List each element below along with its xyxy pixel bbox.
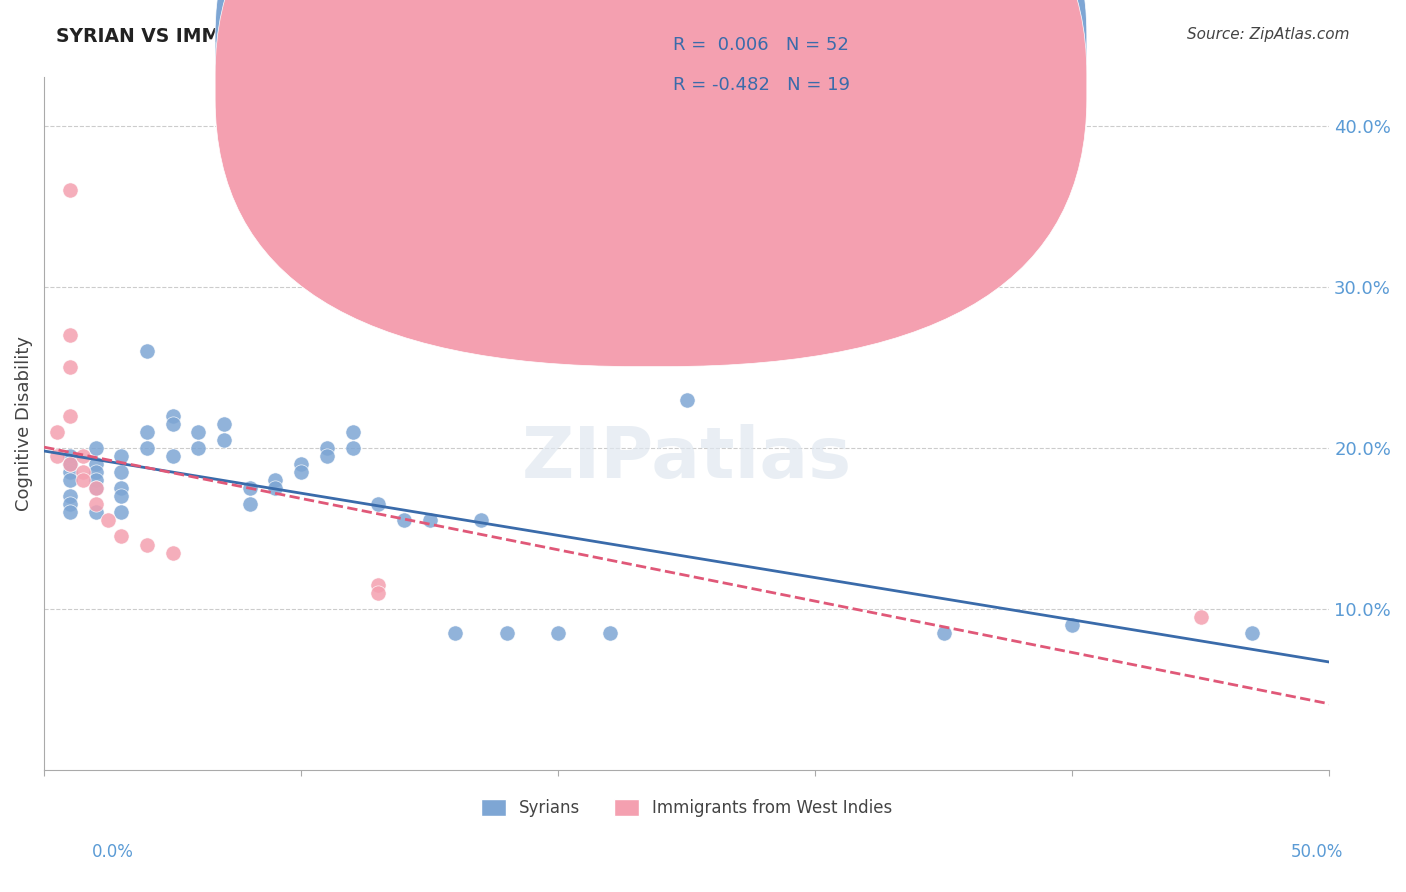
Point [84,473,107,487]
Point [239,481,262,495]
Point [315,441,337,455]
Point [59,505,82,519]
Text: 0.0%: 0.0% [91,843,134,861]
Point [59,457,82,471]
Point [84,481,107,495]
Point [97,513,120,527]
Text: R =  0.006   N = 52: R = 0.006 N = 52 [673,37,849,54]
Text: Source: ZipAtlas.com: Source: ZipAtlas.com [1187,27,1350,42]
Point [1189,610,1212,624]
Point [187,441,209,455]
Point [367,586,389,600]
Point [1062,618,1084,632]
Point [599,626,621,640]
Point [135,441,157,455]
Point [59,328,82,343]
Point [59,489,82,503]
Point [110,505,132,519]
Point [84,481,107,495]
Point [84,441,107,455]
Legend: Syrians, Immigrants from West Indies: Syrians, Immigrants from West Indies [474,792,898,824]
Point [59,473,82,487]
Point [162,545,184,559]
Y-axis label: Cognitive Disability: Cognitive Disability [15,336,32,511]
Point [84,465,107,479]
Point [46,425,69,439]
Text: ZIPatlas: ZIPatlas [522,424,852,493]
Point [547,626,569,640]
Point [59,497,82,511]
Point [46,449,69,463]
Point [342,425,364,439]
Point [59,457,82,471]
Point [419,513,441,527]
Point [187,425,209,439]
Point [264,481,287,495]
Point [72,449,94,463]
Text: SYRIAN VS IMMIGRANTS FROM WEST INDIES COGNITIVE DISABILITY CORRELATION CHART: SYRIAN VS IMMIGRANTS FROM WEST INDIES CO… [56,27,1004,45]
Point [110,529,132,543]
Point [162,409,184,423]
Point [495,626,517,640]
Point [392,513,415,527]
Point [110,465,132,479]
Point [110,489,132,503]
Point [84,497,107,511]
Point [59,183,82,197]
Point [135,537,157,551]
Point [675,392,697,407]
Point [212,417,235,431]
Point [59,457,82,471]
Text: R = -0.482   N = 19: R = -0.482 N = 19 [673,76,851,94]
Point [290,465,312,479]
Point [59,465,82,479]
Point [342,441,364,455]
Point [264,473,287,487]
Point [59,360,82,375]
Point [110,449,132,463]
Point [470,513,492,527]
Point [84,505,107,519]
Point [135,344,157,359]
Point [162,449,184,463]
Point [135,425,157,439]
Point [72,473,94,487]
Point [367,578,389,592]
Point [110,481,132,495]
Point [239,497,262,511]
Point [59,457,82,471]
Point [162,417,184,431]
Point [84,457,107,471]
Point [290,457,312,471]
Point [1241,626,1264,640]
Point [932,626,955,640]
Point [444,626,467,640]
Point [212,433,235,447]
Point [315,449,337,463]
Text: 50.0%: 50.0% [1291,843,1343,861]
Point [59,449,82,463]
Point [367,497,389,511]
Point [72,465,94,479]
Point [59,409,82,423]
